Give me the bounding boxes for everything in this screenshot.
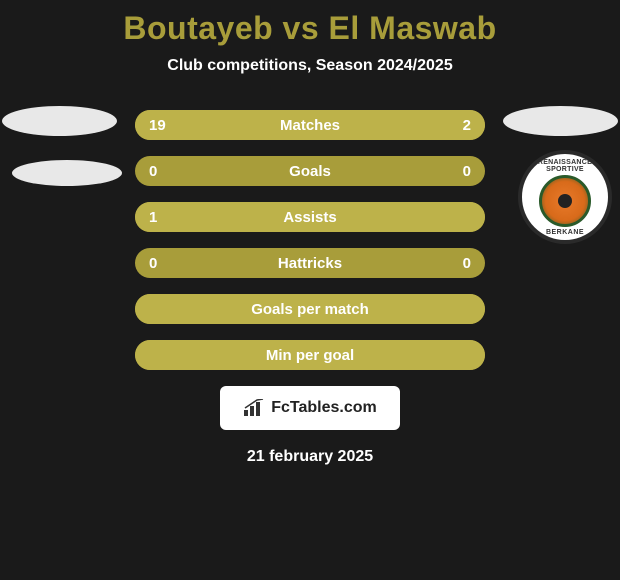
stat-bar: 192Matches (135, 110, 485, 140)
stat-bar: Min per goal (135, 340, 485, 370)
fctables-watermark: FcTables.com (220, 386, 400, 430)
fctables-label: FcTables.com (271, 399, 377, 417)
stat-bars: 192Matches 00Goals 1Assists 00Hattricks Goal… (135, 110, 485, 370)
club-badge: RENAISSANCE SPORTIVE BERKANE (518, 150, 612, 244)
badge-top-text: RENAISSANCE SPORTIVE (522, 159, 608, 173)
badge-center-icon (539, 175, 591, 227)
page-title: Boutayeb vs El Maswab (0, 10, 620, 47)
bar-label: Goals (135, 163, 485, 180)
bar-label: Hattricks (135, 255, 485, 272)
bar-label: Matches (135, 117, 485, 134)
date-label: 21 february 2025 (0, 448, 620, 466)
stats-area: RENAISSANCE SPORTIVE BERKANE 192Matches 0… (0, 110, 620, 370)
player-left-oval-1 (2, 106, 117, 136)
chart-icon (243, 399, 265, 417)
badge-bottom-text: BERKANE (546, 229, 584, 236)
stat-bar: Goals per match (135, 294, 485, 324)
infographic-container: Boutayeb vs El Maswab Club competitions,… (0, 0, 620, 466)
stat-bar: 00Goals (135, 156, 485, 186)
bar-label: Assists (135, 209, 485, 226)
bar-label: Goals per match (135, 301, 485, 318)
stat-bar: 00Hattricks (135, 248, 485, 278)
page-subtitle: Club competitions, Season 2024/2025 (0, 57, 620, 75)
player-right-oval (503, 106, 618, 136)
player-left-oval-2 (12, 160, 122, 186)
stat-bar: 1Assists (135, 202, 485, 232)
bar-label: Min per goal (135, 347, 485, 364)
